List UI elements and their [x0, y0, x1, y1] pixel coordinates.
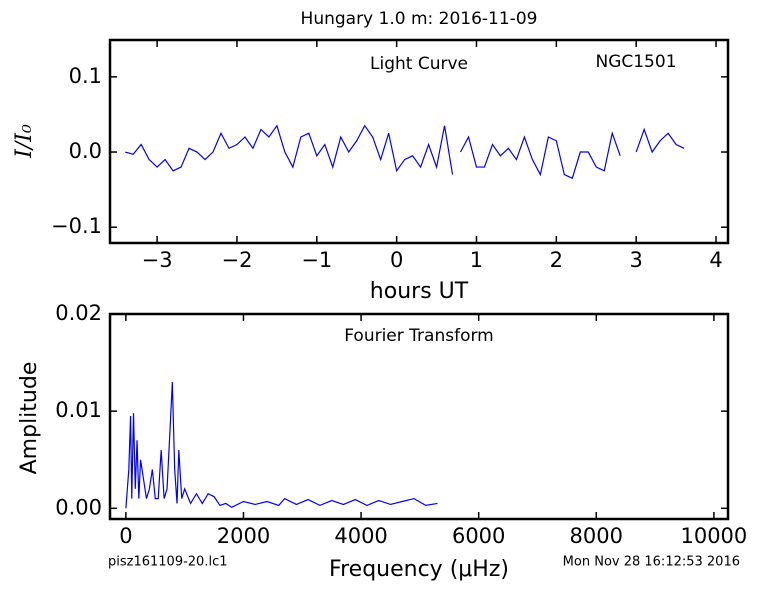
data-line [125, 124, 685, 180]
x-axis-label: Frequency (μHz) [329, 557, 509, 582]
annotation: NGC1501 [595, 52, 676, 72]
y-axis-label: Amplitude [17, 362, 42, 475]
y-tick-label: 0.02 [55, 301, 102, 325]
y-tick-label: 0.01 [55, 398, 102, 422]
x-tick-label: 6000 [452, 524, 505, 548]
x-tick-label: 8000 [570, 524, 623, 548]
y-tick-label: 0.0 [69, 139, 102, 163]
x-axis-label: hours UT [370, 279, 469, 304]
y-tick-label: −0.1 [51, 214, 102, 238]
footer-left: pisz161109-20.lc1 [108, 555, 227, 570]
annotation: Fourier Transform [344, 326, 493, 346]
x-tick-label: 4000 [334, 524, 387, 548]
axes-frame [108, 312, 730, 521]
x-tick-label: −1 [301, 248, 332, 272]
x-tick-label: −2 [221, 248, 252, 272]
y-axis-label: I/I₀ [12, 124, 37, 159]
axes-frame [108, 38, 730, 245]
x-tick-label: 1 [470, 248, 483, 272]
annotation: Light Curve [370, 54, 468, 74]
x-tick-label: 4 [709, 248, 722, 272]
y-tick-label: 0.1 [69, 64, 102, 88]
data-line [125, 381, 438, 509]
x-tick-label: 0 [390, 248, 403, 272]
y-tick-label: 0.00 [55, 495, 102, 519]
x-tick-label: 2000 [217, 524, 270, 548]
footer-right: Mon Nov 28 16:12:53 2016 [563, 555, 740, 570]
x-tick-label: 2 [550, 248, 563, 272]
figure-title: Hungary 1.0 m: 2016-11-09 [301, 9, 538, 29]
x-tick-label: 0 [119, 524, 132, 548]
x-tick-label: 10000 [680, 524, 747, 548]
x-tick-label: −3 [142, 248, 173, 272]
x-tick-label: 3 [629, 248, 642, 272]
